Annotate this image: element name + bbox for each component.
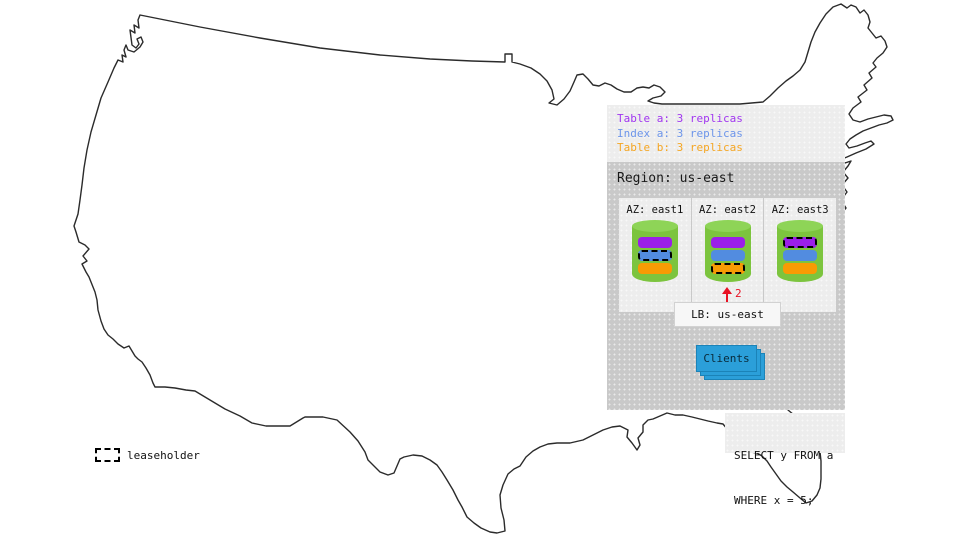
- replica-bar-index-a: [637, 250, 672, 261]
- replica-bar-table-a: [710, 237, 745, 248]
- az-east1: AZ: east1: [619, 198, 692, 312]
- replica-bar-table-b: [710, 263, 745, 274]
- leaseholder-legend-label: leaseholder: [127, 448, 200, 462]
- query-route-step-label: 2: [735, 287, 742, 300]
- az-container: AZ: east1 AZ: east2: [619, 198, 836, 312]
- az-east2: AZ: east2: [692, 198, 765, 312]
- sql-query-line2: WHERE x = 5;: [734, 494, 814, 507]
- replica-bar-table-a: [783, 237, 818, 248]
- replica-bar-table-b: [637, 263, 672, 274]
- replica-bar-table-a: [637, 237, 672, 248]
- az-east1-label: AZ: east1: [626, 204, 684, 216]
- replica-summary-index-a: Index a: 3 replicas: [617, 126, 743, 140]
- replica-bars-east3: [777, 237, 823, 274]
- database-cylinder-east1: [631, 220, 678, 282]
- database-cylinder-east2: [704, 220, 751, 282]
- clients-stack: Clients: [696, 345, 765, 380]
- query-route-arrow-icon: [722, 287, 732, 294]
- leaseholder-swatch: [95, 448, 120, 462]
- az-east2-label: AZ: east2: [699, 204, 756, 216]
- region-title: Region: us-east: [617, 171, 735, 186]
- region-panel: Region: us-east AZ: east1 AZ: east2: [607, 162, 845, 410]
- leaseholder-legend: leaseholder: [95, 448, 200, 462]
- replica-summary-table-a: Table a: 3 replicas: [617, 112, 743, 125]
- sql-query-box: SELECT y FROM a WHERE x = 5;: [725, 413, 845, 507]
- sql-query-line1: SELECT y FROM a: [734, 449, 834, 462]
- replica-bar-index-a: [710, 250, 745, 261]
- replica-summary-panel: Table a: 3 replicas Index a: 3 replicas …: [607, 105, 845, 162]
- replica-bars-east2: [705, 237, 751, 274]
- load-balancer-box: LB: us-east: [674, 302, 781, 327]
- az-east3-label: AZ: east3: [771, 204, 829, 216]
- replica-summary-table-b: Table b: 3 replicas: [617, 141, 743, 154]
- database-cylinder-east3: [777, 220, 824, 282]
- clients-card-front: Clients: [696, 345, 757, 372]
- query-route-arrow-shaft: [726, 293, 728, 303]
- az-east3: AZ: east3: [764, 198, 836, 312]
- replica-bar-index-a: [783, 250, 818, 261]
- replica-bars-east1: [632, 237, 678, 274]
- replica-bar-table-b: [783, 263, 818, 274]
